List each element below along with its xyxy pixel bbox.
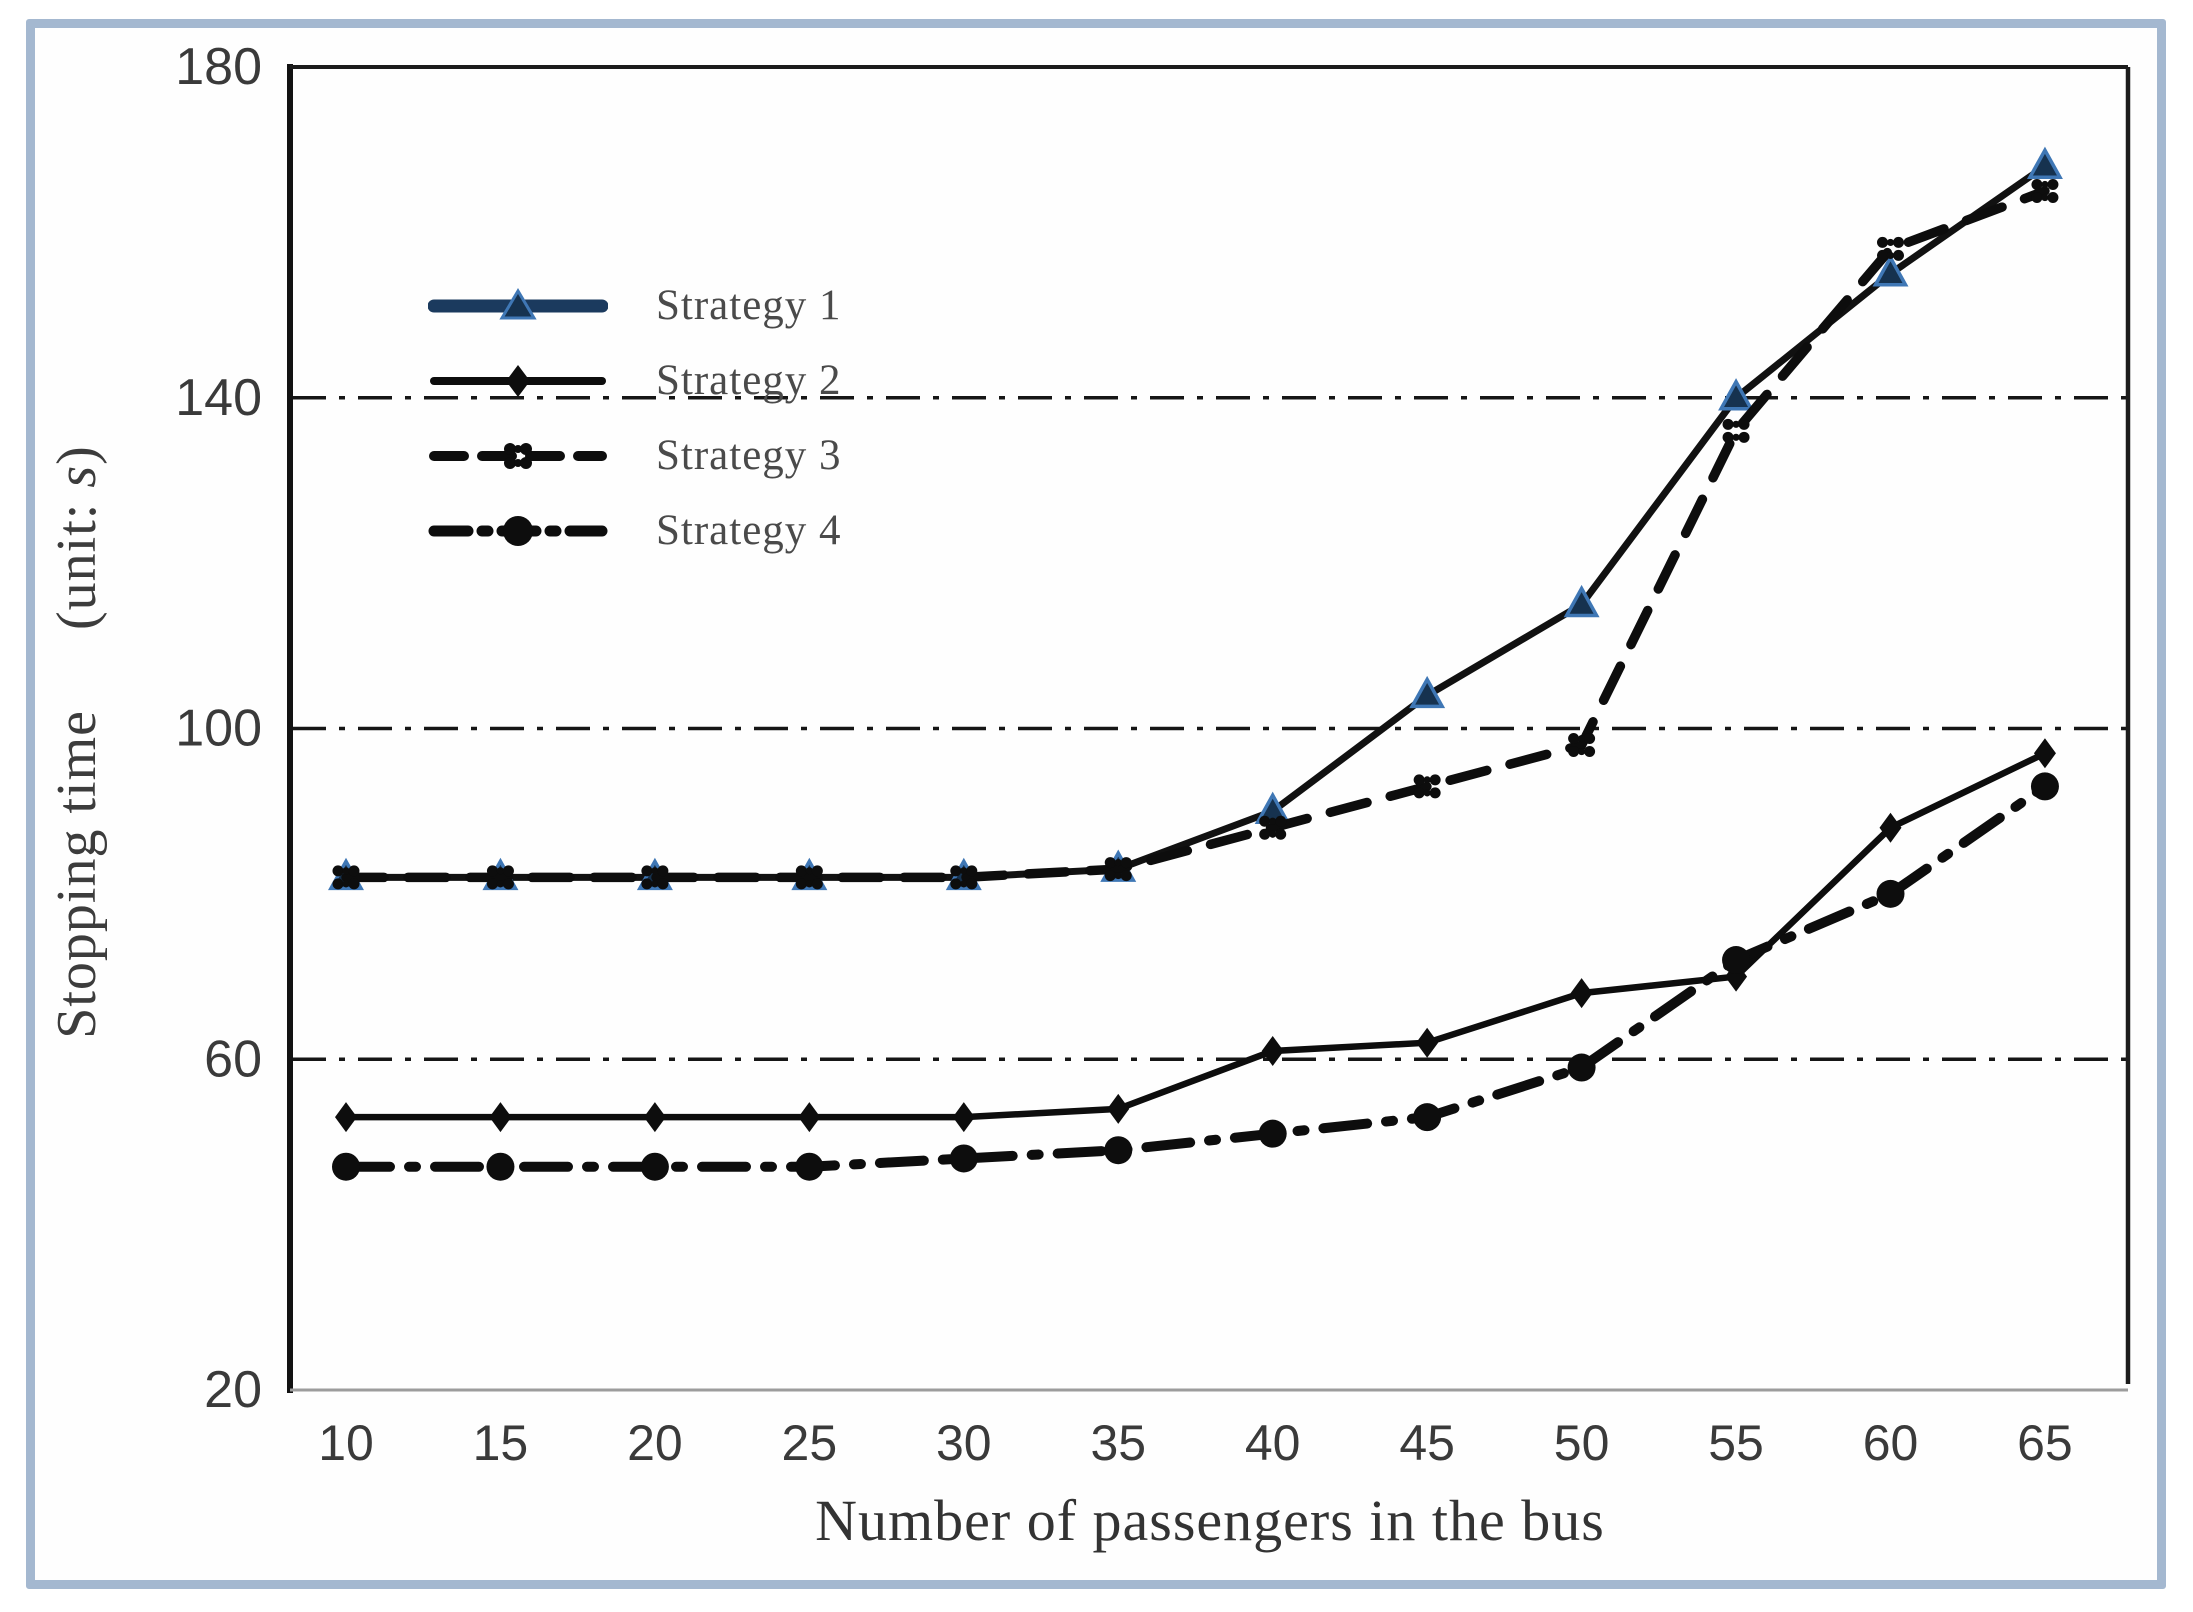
x-tick-label-35: 35 xyxy=(1090,1415,1146,1471)
marker-strategy-3 xyxy=(1877,236,1904,261)
series-strategy-3 xyxy=(332,179,2059,890)
y-axis-title: Stopping time (unit: s) xyxy=(45,237,109,1247)
y-tick-label-100: 100 xyxy=(175,700,262,758)
marker-strategy-3 xyxy=(1413,774,1441,799)
marker-strategy-4 xyxy=(1722,946,1751,975)
marker-strategy-4 xyxy=(1104,1136,1133,1165)
marker-strategy-2 xyxy=(489,1102,512,1133)
marker-strategy-4 xyxy=(486,1152,515,1181)
legend-label: Strategy 2 xyxy=(656,357,842,404)
marker-strategy-1 xyxy=(2026,146,2063,179)
marker-strategy-4 xyxy=(1413,1103,1442,1132)
marker-strategy-4 xyxy=(2030,772,2059,801)
x-tick-label-40: 40 xyxy=(1245,1415,1301,1471)
marker-strategy-3 xyxy=(2031,179,2059,204)
y-tick-label-60: 60 xyxy=(204,1030,262,1088)
marker-strategy-2 xyxy=(952,1102,975,1133)
marker-strategy-4 xyxy=(1567,1053,1596,1082)
x-tick-label-20: 20 xyxy=(627,1415,683,1471)
legend-sample-strategy-4 xyxy=(428,515,608,546)
legend-item: Strategy 1 xyxy=(428,268,842,343)
legend-sample-strategy-1 xyxy=(428,287,608,319)
x-tick-label-60: 60 xyxy=(1863,1415,1919,1471)
legend-label: Strategy 1 xyxy=(656,282,842,329)
legend-item: Strategy 4 xyxy=(428,493,842,568)
marker-strategy-2 xyxy=(1416,1027,1439,1058)
x-tick-label-50: 50 xyxy=(1554,1415,1610,1471)
marker-strategy-4 xyxy=(1876,879,1905,908)
legend-item: Strategy 2 xyxy=(428,343,842,418)
x-tick-label-10: 10 xyxy=(318,1415,374,1471)
x-tick-label-30: 30 xyxy=(936,1415,992,1471)
marker-strategy-3 xyxy=(1259,815,1287,840)
legend-sample-strategy-3 xyxy=(429,442,607,469)
x-tick-label-25: 25 xyxy=(782,1415,838,1471)
series-strategy-2 xyxy=(335,738,2056,1133)
y-axis-unit-suffix: ) xyxy=(46,445,108,465)
x-tick-label-45: 45 xyxy=(1399,1415,1455,1471)
marker-strategy-4 xyxy=(640,1152,669,1181)
marker-strategy-1 xyxy=(1872,254,1909,287)
marker-strategy-3 xyxy=(795,865,823,890)
marker-strategy-1 xyxy=(1409,675,1446,709)
marker-strategy-4 xyxy=(795,1152,824,1181)
marker-strategy-3 xyxy=(641,865,669,890)
x-axis-title: Number of passengers in the bus xyxy=(815,1488,1605,1553)
marker-strategy-2 xyxy=(1570,978,1593,1009)
marker-strategy-3 xyxy=(1568,733,1596,758)
y-axis-unit-prefix: (unit: xyxy=(46,487,108,630)
x-tick-label-15: 15 xyxy=(473,1415,529,1471)
figure-frame xyxy=(26,19,2166,1589)
marker-strategy-3 xyxy=(950,865,978,890)
marker-strategy-3 xyxy=(332,865,360,890)
marker-strategy-4 xyxy=(949,1144,978,1173)
legend-label: Strategy 4 xyxy=(656,507,842,554)
marker-strategy-1 xyxy=(1563,584,1600,618)
marker-strategy-2 xyxy=(798,1102,821,1133)
marker-strategy-3 xyxy=(1104,857,1132,882)
y-tick-label-140: 140 xyxy=(175,369,262,427)
legend-item: Strategy 3 xyxy=(428,418,842,493)
marker-strategy-2 xyxy=(335,1102,357,1133)
marker-strategy-2 xyxy=(1261,1035,1284,1066)
marker-strategy-3 xyxy=(1722,418,1750,443)
marker-strategy-2 xyxy=(1879,812,1902,843)
marker-strategy-4 xyxy=(1258,1119,1287,1148)
y-axis-title-main: Stopping time xyxy=(46,710,108,1039)
y-tick-label-180: 180 xyxy=(175,38,262,96)
marker-strategy-2 xyxy=(2033,738,2056,769)
marker-strategy-2 xyxy=(643,1102,666,1133)
marker-strategy-2 xyxy=(1107,1093,1130,1124)
legend-label: Strategy 3 xyxy=(656,432,842,479)
legend-sample-strategy-2 xyxy=(430,364,606,397)
y-tick-label-20: 20 xyxy=(204,1361,262,1419)
x-tick-label-55: 55 xyxy=(1708,1415,1764,1471)
marker-strategy-3 xyxy=(486,865,514,890)
x-tick-label-65: 65 xyxy=(2017,1415,2073,1471)
marker-strategy-4 xyxy=(332,1152,360,1181)
series-strategy-4 xyxy=(332,772,2059,1181)
y-axis-unit: s xyxy=(46,464,108,488)
legend: Strategy 1 Strategy 2 Strategy 3 Strateg… xyxy=(428,268,842,568)
marker-strategy-1 xyxy=(1718,378,1755,411)
